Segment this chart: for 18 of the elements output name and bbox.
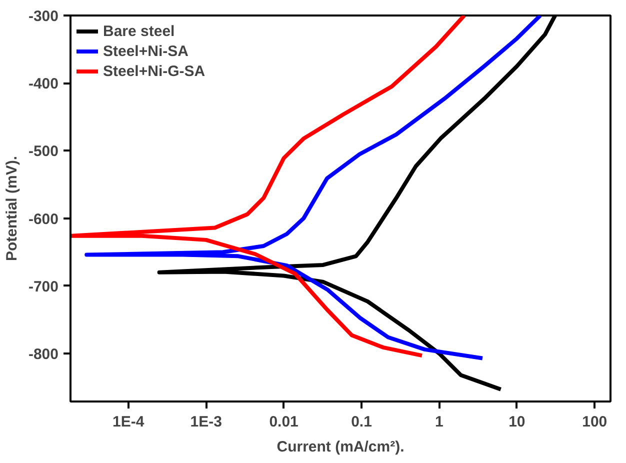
y-tick-label: -800: [28, 346, 59, 364]
legend-label: Steel+Ni-SA: [103, 42, 188, 60]
y-tick-label: -700: [28, 278, 59, 296]
y-axis-title: Potential (mV).: [3, 156, 20, 262]
legend-label: Bare steel: [103, 22, 175, 40]
legend-label: Steel+Ni-G-SA: [103, 62, 206, 80]
x-tick-label: 1E-3: [190, 414, 222, 430]
y-tick-label: -600: [28, 210, 59, 228]
y-tick-label: -400: [28, 76, 59, 93]
x-tick-label: 1: [435, 414, 444, 430]
y-tick-label: -500: [28, 143, 59, 160]
x-tick-label: 0.01: [269, 414, 298, 430]
x-tick-label: 1E-4: [112, 414, 145, 430]
x-tick-label: 10: [508, 414, 526, 430]
x-axis-title: Current (mA/cm²).: [276, 438, 404, 456]
x-tick-label: 100: [582, 414, 608, 430]
x-tick-label: 0.1: [351, 414, 372, 430]
y-tick-label: -300: [28, 8, 59, 25]
